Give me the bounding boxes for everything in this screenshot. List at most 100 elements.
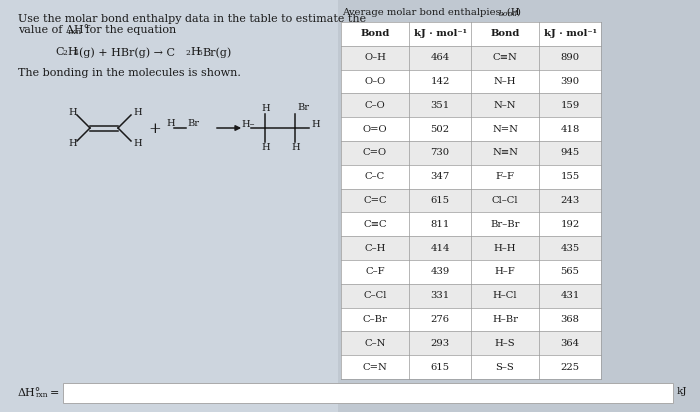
Text: C=C: C=C [363, 196, 387, 205]
Text: C–H: C–H [364, 243, 386, 253]
Bar [341, 165, 601, 189]
Text: kJ: kJ [677, 388, 687, 396]
Text: H: H [261, 103, 270, 112]
Text: 5: 5 [197, 49, 202, 56]
Text: rxn: rxn [36, 391, 48, 399]
Text: H–S: H–S [495, 339, 515, 348]
Text: 243: 243 [561, 196, 580, 205]
Text: 142: 142 [430, 77, 449, 86]
Text: C–Br: C–Br [363, 315, 387, 324]
Bar [0, 0, 338, 412]
Text: H: H [261, 143, 270, 152]
Text: 435: 435 [561, 243, 580, 253]
Text: 159: 159 [561, 101, 580, 110]
Text: 276: 276 [430, 315, 449, 324]
Bar [341, 236, 601, 260]
Text: kJ · mol⁻¹: kJ · mol⁻¹ [414, 29, 466, 38]
Text: 615: 615 [430, 363, 449, 372]
Text: 464: 464 [430, 53, 449, 62]
Text: Average molar bond enthalpies. (H: Average molar bond enthalpies. (H [342, 8, 519, 17]
Bar [341, 260, 601, 284]
Bar [341, 70, 601, 94]
Text: 945: 945 [561, 148, 580, 157]
Bar [341, 355, 601, 379]
Text: 192: 192 [561, 220, 580, 229]
Text: 155: 155 [561, 172, 580, 181]
Text: H: H [311, 119, 320, 129]
Text: Bond: Bond [360, 29, 390, 38]
Text: 347: 347 [430, 172, 449, 181]
Text: O=O: O=O [363, 124, 387, 133]
Text: H: H [133, 140, 141, 148]
Text: C≡C: C≡C [363, 220, 387, 229]
Text: N≡N: N≡N [492, 148, 518, 157]
Text: Br: Br [297, 103, 309, 112]
Text: N–N: N–N [494, 101, 517, 110]
Text: H: H [67, 47, 77, 57]
Text: 2: 2 [185, 49, 190, 56]
Text: H: H [68, 140, 76, 148]
Text: C–N: C–N [364, 339, 386, 348]
Text: 225: 225 [561, 363, 580, 372]
Text: H: H [190, 47, 200, 57]
Text: 615: 615 [430, 196, 449, 205]
Text: N=N: N=N [492, 124, 518, 133]
Text: C: C [55, 47, 64, 57]
Text: C=N: C=N [363, 363, 387, 372]
Text: Cl–Cl: Cl–Cl [491, 196, 518, 205]
Text: O–O: O–O [365, 77, 386, 86]
Text: 364: 364 [561, 339, 580, 348]
Text: C–F: C–F [365, 267, 385, 276]
Text: 351: 351 [430, 101, 449, 110]
Bar [341, 141, 601, 165]
Text: ): ) [516, 8, 520, 17]
Bar [341, 94, 601, 117]
Text: H–Br: H–Br [492, 315, 518, 324]
Text: +: + [148, 122, 161, 136]
Text: H–Cl: H–Cl [493, 291, 517, 300]
Text: Bond: Bond [490, 29, 519, 38]
Text: 431: 431 [560, 291, 580, 300]
Bar [341, 46, 601, 70]
Text: O–H: O–H [364, 53, 386, 62]
Text: H–: H– [241, 119, 255, 129]
Text: 414: 414 [430, 243, 449, 253]
Text: 4: 4 [74, 49, 79, 56]
Text: 2: 2 [62, 49, 67, 56]
Text: value of ΔH°: value of ΔH° [18, 25, 89, 35]
Text: Br: Br [187, 119, 199, 127]
Text: 390: 390 [561, 77, 580, 86]
Text: 730: 730 [430, 148, 449, 157]
Text: (g) + HBr(g) → C: (g) + HBr(g) → C [79, 47, 175, 58]
Bar [341, 189, 601, 213]
Text: N–H: N–H [494, 77, 517, 86]
Text: H: H [68, 108, 76, 117]
Text: C–C: C–C [365, 172, 385, 181]
Text: Br(g): Br(g) [202, 47, 231, 58]
Text: 502: 502 [430, 124, 449, 133]
Text: C≡N: C≡N [493, 53, 517, 62]
Text: bond: bond [499, 10, 518, 18]
Text: Br–Br: Br–Br [490, 220, 519, 229]
Text: H: H [133, 108, 141, 117]
Text: S–S: S–S [496, 363, 514, 372]
Text: 418: 418 [560, 124, 580, 133]
Text: rxn: rxn [68, 28, 82, 35]
Bar [341, 284, 601, 308]
Bar [341, 213, 601, 236]
Bar [341, 22, 601, 379]
Text: 331: 331 [430, 291, 449, 300]
Text: C–Cl: C–Cl [363, 291, 386, 300]
Text: The bonding in the molecules is shown.: The bonding in the molecules is shown. [18, 68, 241, 78]
Bar [341, 308, 601, 331]
Bar [341, 22, 601, 46]
Text: =: = [50, 388, 60, 398]
Text: 811: 811 [430, 220, 449, 229]
Text: 565: 565 [561, 267, 580, 276]
Text: F–F: F–F [496, 172, 514, 181]
Text: C=O: C=O [363, 148, 387, 157]
Bar [341, 117, 601, 141]
Text: H–H: H–H [494, 243, 517, 253]
Text: kJ · mol⁻¹: kJ · mol⁻¹ [543, 29, 596, 38]
Text: 368: 368 [561, 315, 580, 324]
